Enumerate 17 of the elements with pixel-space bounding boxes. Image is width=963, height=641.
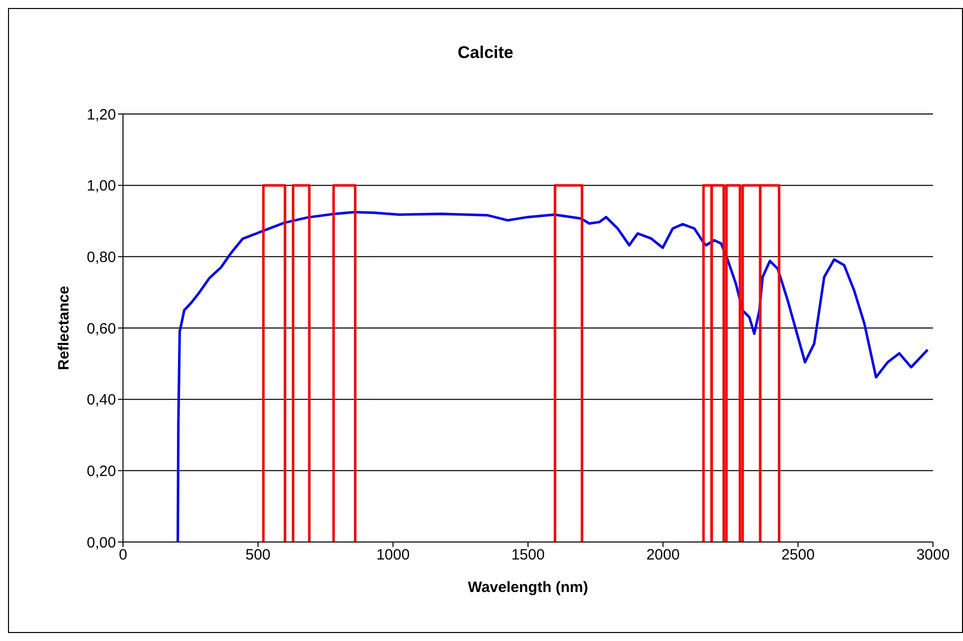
x-axis-title: Wavelength (nm)	[468, 579, 588, 596]
x-tick-label: 3000	[916, 546, 950, 564]
y-tick-label: 0,60	[86, 320, 116, 338]
x-tick-label: 1000	[376, 546, 410, 564]
x-tick-label: 500	[245, 546, 271, 564]
x-tick-label: 0	[118, 546, 128, 564]
y-tick-label: 0,00	[86, 534, 116, 552]
chart-title: Calcite	[456, 43, 514, 63]
y-tick-label: 0,40	[86, 392, 116, 409]
y-tick-label: 0,80	[86, 248, 116, 266]
y-tick-label: 1,00	[86, 178, 116, 195]
x-tick-label: 1500	[511, 546, 545, 564]
x-tick-label: 2500	[781, 546, 815, 564]
y-tick-label: 1,20	[86, 106, 116, 124]
y-tick-label: 0,20	[86, 462, 116, 480]
x-tick-label: 2000	[646, 546, 680, 564]
y-axis-title: Reflectance	[55, 286, 72, 370]
